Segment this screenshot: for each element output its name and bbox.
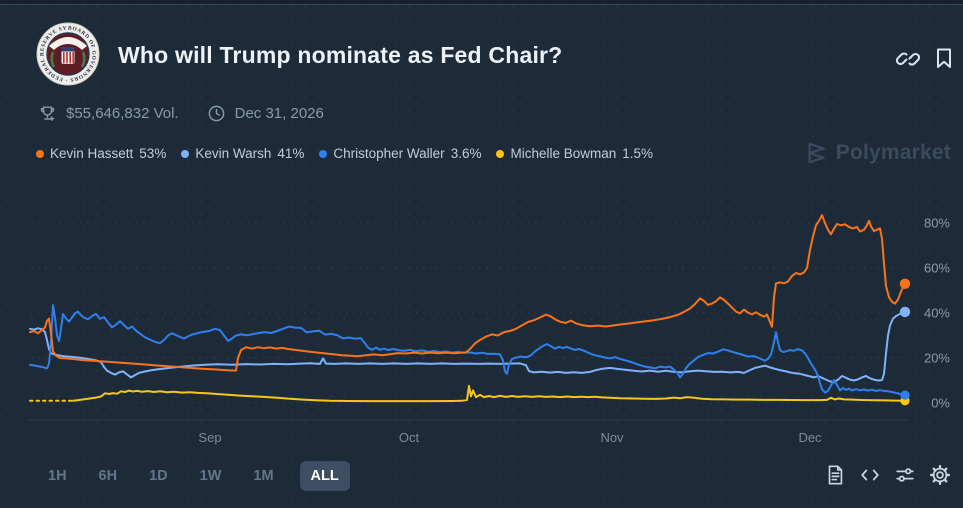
legend-label: Kevin Warsh <box>195 146 272 161</box>
legend-dot-bowman <box>496 149 505 158</box>
series-endpoint-dot <box>899 306 911 318</box>
legend-item-kevin-warsh[interactable]: Kevin Warsh 41% <box>181 146 304 161</box>
legend-label: Christopher Waller <box>333 146 445 161</box>
y-axis-tick: 40% <box>924 306 950 321</box>
chart-toolbar <box>824 464 951 486</box>
y-axis-tick: 60% <box>924 261 950 276</box>
series-endpoint-dot <box>900 390 910 400</box>
trophy-icon <box>40 106 55 121</box>
y-axis-tick: 0% <box>931 396 950 411</box>
polymarket-logo-icon <box>808 142 825 164</box>
x-axis-tick: Oct <box>399 430 420 445</box>
bookmark-icon[interactable] <box>932 46 956 70</box>
volume-value: $55,646,832 Vol. <box>66 105 179 122</box>
embed-code-icon[interactable] <box>859 464 881 486</box>
legend-dot-warsh <box>181 149 190 158</box>
market-stats-row: $55,646,832 Vol. Dec 31, 2026 <box>38 104 324 123</box>
legend-dot-hassett <box>36 149 44 158</box>
timeframe-6h[interactable]: 6H <box>93 461 124 491</box>
series-endpoint-dot <box>899 278 911 289</box>
end-date-value: Dec 31, 2026 <box>234 105 324 122</box>
legend-pct: 1.5% <box>622 146 654 161</box>
series-michelle-bowman <box>72 384 906 403</box>
y-axis-tick: 20% <box>924 351 950 366</box>
series-kevin-hassett <box>29 214 906 372</box>
x-axis-tick: Dec <box>798 430 822 445</box>
timeframe-1d[interactable]: 1D <box>143 461 174 491</box>
copy-link-icon[interactable] <box>896 46 920 70</box>
timeframe-1w[interactable]: 1W <box>194 461 228 491</box>
timeframe-1m[interactable]: 1M <box>247 461 279 491</box>
legend-pct: 41% <box>277 146 305 161</box>
y-axis-tick: 80% <box>924 216 950 231</box>
settings-gear-icon[interactable] <box>929 464 951 486</box>
page-title: Who will Trump nominate as Fed Chair? <box>118 42 563 68</box>
polymarket-watermark: Polymarket <box>802 140 951 166</box>
series-endpoint-dot <box>900 396 910 406</box>
filters-icon[interactable] <box>894 464 916 486</box>
top-divider <box>0 0 963 5</box>
legend-item-kevin-hassett[interactable]: Kevin Hassett 53% <box>36 146 166 161</box>
timeframe-bar: 1H 6H 1D 1W 1M ALL <box>42 461 350 491</box>
legend-label: Kevin Hassett <box>50 146 134 161</box>
legend-label: Michelle Bowman <box>510 146 617 161</box>
x-axis-tick: Nov <box>600 430 624 445</box>
timeframe-all[interactable]: ALL <box>299 461 350 491</box>
legend-item-michelle-bowman[interactable]: Michelle Bowman 1.5% <box>496 146 653 161</box>
watermark-label: Polymarket <box>835 141 951 164</box>
timeframe-1h[interactable]: 1H <box>42 461 73 491</box>
chart-legend: Kevin Hassett 53% Kevin Warsh 41% Christ… <box>36 146 653 161</box>
news-icon[interactable] <box>824 464 846 486</box>
series-christopher-waller <box>29 304 906 397</box>
clock-icon <box>208 105 224 122</box>
x-axis-tick: Sep <box>198 430 221 445</box>
eagle-glyph <box>49 37 87 50</box>
legend-pct: 53% <box>139 146 167 161</box>
legend-pct: 3.6% <box>450 146 482 161</box>
series-kevin-warsh <box>29 310 906 384</box>
legend-dot-waller <box>319 149 328 158</box>
federal-reserve-seal-logo: BOARD OF GOVERNORS · FEDERAL RESERVE SYS… <box>36 22 100 86</box>
legend-item-christopher-waller[interactable]: Christopher Waller 3.6% <box>319 146 481 161</box>
